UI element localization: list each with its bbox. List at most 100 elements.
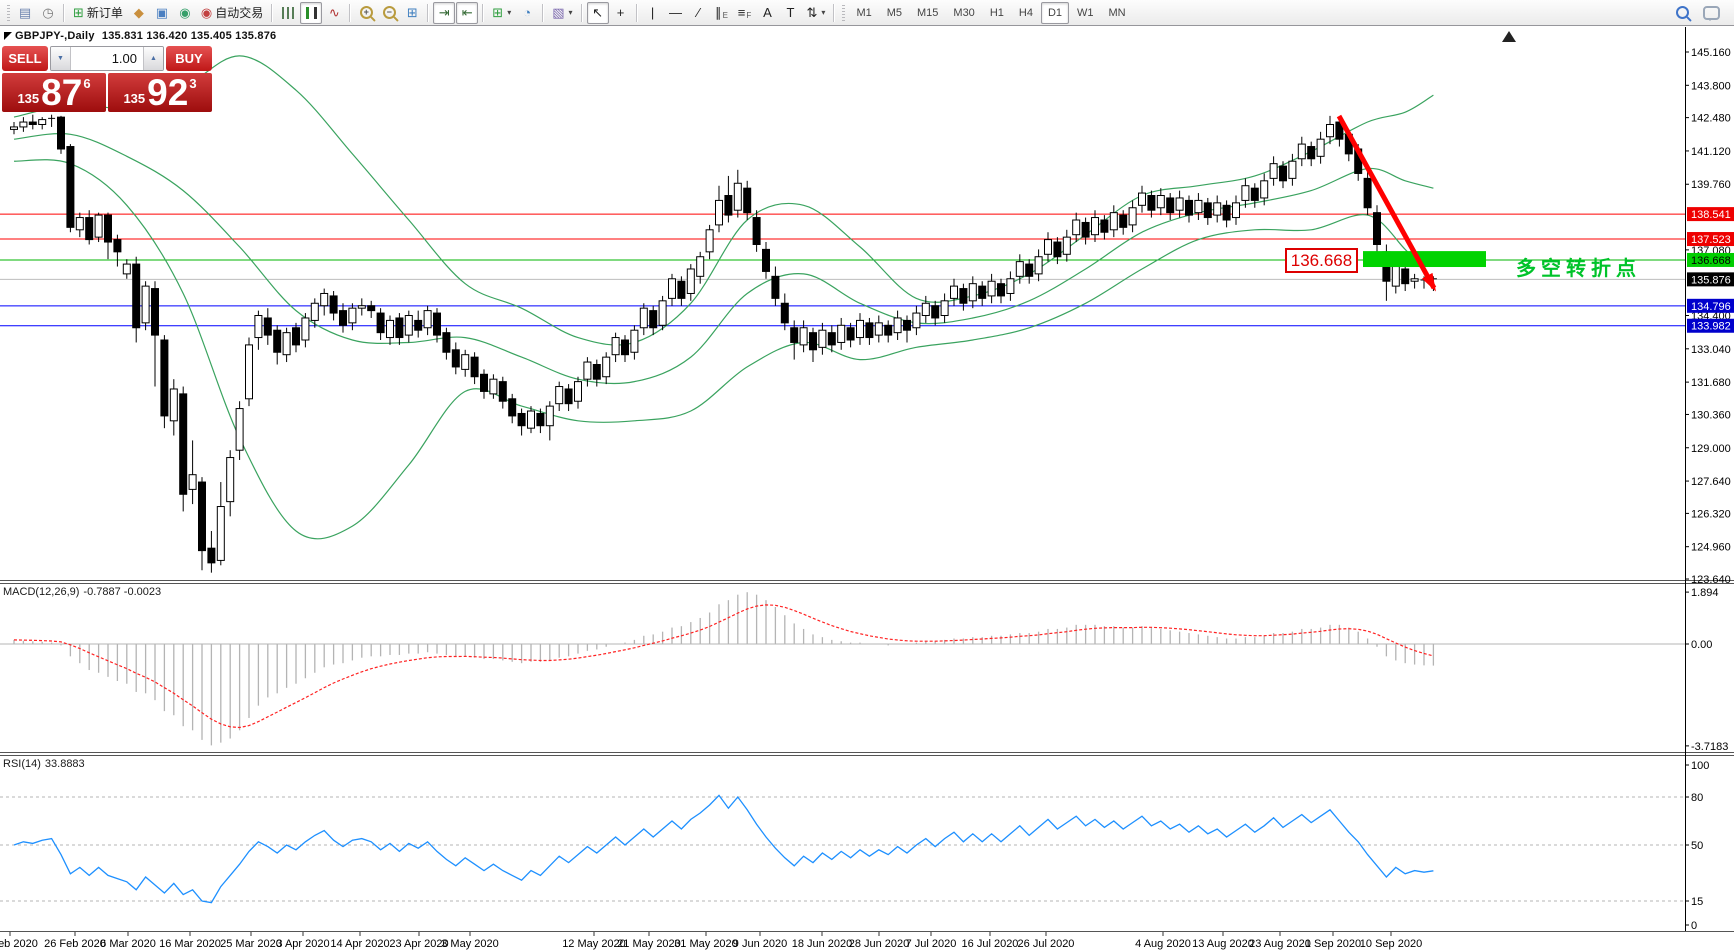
arrows-button[interactable]: ⇅ ▾ [803,2,830,24]
zoom-out-button[interactable]: − [378,2,400,24]
candlestick [357,305,366,309]
bar-chart-button[interactable] [277,2,299,24]
toolbar-separator [580,3,583,22]
date-label: 9 Jun 2020 [733,938,787,950]
candlestick [1034,256,1043,275]
candlestick [752,217,761,245]
price-tick-label: 129.000 [1691,443,1731,455]
price-tick-label: 130.360 [1691,409,1731,421]
macd-indicator-label: MACD(12,26,9) -0.7887 -0.0023 [3,586,162,598]
horizontal-line-button[interactable]: — [665,2,687,24]
candlestick [705,229,714,253]
date-label: 23 Apr 2020 [389,938,448,950]
candlestick-chart-button[interactable] [300,1,323,24]
auto-scroll-button[interactable]: ⇥ [433,1,456,24]
timeframe-mn-button[interactable]: MN [1108,6,1126,19]
candlestick [1175,197,1184,211]
crosshair-button[interactable]: + [610,2,632,24]
market-watch-button[interactable]: ▤ [14,2,36,24]
chart-shift-button-icon: ⇤ [461,5,473,20]
candlestick [207,547,216,564]
candlestick [226,457,235,503]
chart-info-line: GBPJPY-,Daily 135.831 136.420 135.405 13… [15,30,276,42]
candlestick [527,410,535,429]
trendline-button[interactable]: ∕ [688,2,710,24]
vertical-line-button[interactable]: | [642,2,664,24]
timeframe-m1-button[interactable]: M1 [856,6,872,19]
cursor-button[interactable]: ↖ [586,1,609,24]
trend-arrow-head[interactable] [1421,272,1436,292]
equidistant-channel-button[interactable]: ∥ E [715,5,728,20]
candlestick [451,349,460,368]
autotrading-button[interactable]: ◉ 自动交易 [197,2,267,24]
macd-axis-label: 1.894 [1691,587,1719,599]
timeframe-h1-button[interactable]: H1 [989,6,1004,19]
timeframe-m15-button[interactable]: M15 [917,6,939,19]
candlestick [931,305,940,319]
chart-shift-marker[interactable] [1502,31,1516,42]
timeframe-d1-button[interactable]: D1 [1040,1,1069,24]
candlestick [715,199,723,226]
volume-input[interactable] [71,47,143,70]
buy-button[interactable]: BUY [166,46,212,71]
candlestick [1410,278,1419,282]
date-label: 3 May 2020 [441,938,498,950]
new-chart-button[interactable]: ⊞ ▾ [488,2,515,24]
candlestick [113,239,122,253]
text-label-button-icon: T [786,5,795,20]
timeframe-w1-button[interactable]: W1 [1077,6,1094,19]
bar-chart-button-icon [282,6,295,19]
candlestick [837,324,846,343]
period-clock-button[interactable]: ◔ [516,2,538,24]
zoom-in-button-icon: + [359,6,373,19]
toolbar: ▤ ◷ ⊞ 新订单 ◆ ▣ ◉ ◉ 自动交易 ∿ + − ⊞ ⇥ ⇤ ⊞ ▾ ◔ ▧ ▾ ↖ + | — ∕ ∥ E ≡ F A T ⇅ ▾ M1… [0,0,1734,26]
candlestick [38,119,47,125]
candlestick [1288,160,1297,179]
metaeditor-button[interactable]: ▣ [151,2,173,24]
candlestick [950,285,958,299]
price-marker-label: 135.876 [1691,274,1731,286]
signals-button[interactable]: ◉ [174,2,196,24]
timeframe-m5-button[interactable]: M5 [886,6,902,19]
new-order-button[interactable]: ⊞ 新订单 [69,2,127,24]
highlight-rectangle[interactable] [1363,251,1486,268]
timeframe-h4-button[interactable]: H4 [1018,6,1033,19]
rsi-axis-label: 0 [1691,920,1697,932]
annotation-text[interactable]: 多空转折点 [1516,258,1641,280]
text-button[interactable]: A [757,2,779,24]
styler-button[interactable]: ◆ [128,2,150,24]
candlestick [85,217,94,241]
candlestick [216,506,225,561]
date-label: 7 Jul 2020 [906,938,957,950]
fibonacci-button[interactable]: ≡ F [737,5,752,20]
data-window-button[interactable]: ◷ [37,2,59,24]
tile-windows-button[interactable]: ⊞ [401,2,423,24]
line-chart-button[interactable]: ∿ [323,2,345,24]
timeframe-m30-button[interactable]: M30 [953,6,975,19]
price-level-flag[interactable]: 136.668 [1285,248,1358,273]
candlestick [367,305,376,312]
candlestick [329,295,338,314]
text-label-button[interactable]: T [780,2,802,24]
date-label: 26 Feb 2020 [44,938,106,950]
candlestick-chart-button-icon [305,6,317,19]
chat-button[interactable] [1699,2,1724,24]
buy-price-display[interactable]: 135 92 3 [108,73,212,112]
trend-arrow-line[interactable] [1336,114,1437,290]
chart-shift-button[interactable]: ⇤ [456,1,479,24]
volume-decrease-button[interactable]: ▼ [51,47,71,70]
volume-increase-button[interactable]: ▲ [143,47,163,70]
templates-button[interactable]: ▧ ▾ [548,2,576,24]
candlestick [1316,138,1325,157]
sell-price-display[interactable]: 135 87 6 [2,73,106,112]
volume-stepper: ▼ ▲ [50,46,164,71]
search-button[interactable] [1671,2,1693,24]
candlestick [780,302,789,324]
zoom-in-button[interactable]: + [355,2,377,24]
candlestick [282,332,291,356]
vertical-line-button-icon: | [650,5,655,20]
buy-price-main: 92 [147,72,189,113]
sell-button[interactable]: SELL [2,46,48,71]
date-label: 7 Feb 2020 [0,938,38,950]
